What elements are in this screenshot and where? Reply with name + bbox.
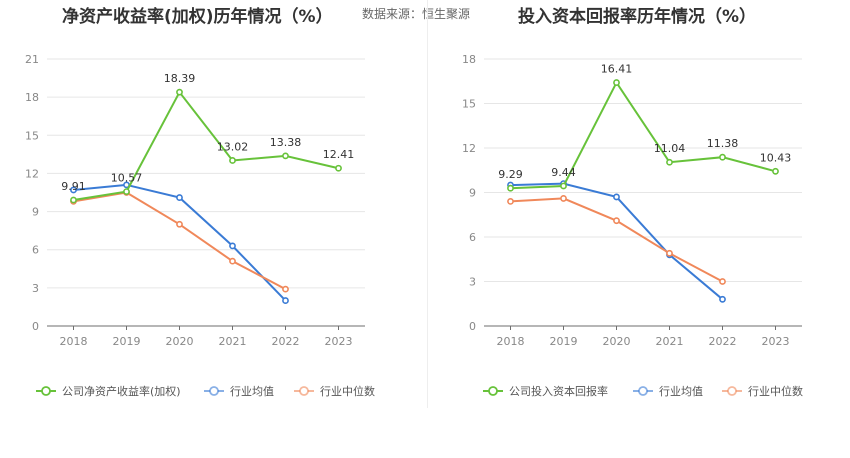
y-tick-label-roic: 3 xyxy=(469,276,476,289)
point-roe-series-2 xyxy=(176,220,183,228)
data-label-roe-series-0: 18.39 xyxy=(164,72,196,85)
legend-label-roe: 行业均值 xyxy=(230,385,274,398)
y-tick-label-roic: 6 xyxy=(469,231,476,244)
line-roic-series-2 xyxy=(510,197,723,283)
point-roic-series-0 xyxy=(719,153,726,161)
point-roe-series-1 xyxy=(282,297,289,304)
data-label-roic-series-0: 9.29 xyxy=(498,168,523,181)
y-tick-label-roe: 3 xyxy=(32,282,39,295)
legend-marker-roe xyxy=(41,386,51,396)
legend-label-roic: 行业均值 xyxy=(659,385,703,398)
point-roic-series-2 xyxy=(507,197,514,205)
legend-label-roe: 行业中位数 xyxy=(320,384,375,398)
data-label-roic-series-0: 9.44 xyxy=(551,166,576,179)
point-roe-series-0 xyxy=(123,188,130,196)
panel-divider xyxy=(427,0,428,408)
point-roic-series-0 xyxy=(666,158,673,166)
point-roe-series-1 xyxy=(176,194,183,201)
legend-label-roic: 公司投入资本回报率 xyxy=(509,384,608,398)
x-tick-label-roic: 2021 xyxy=(656,335,684,348)
data-label-roic-series-0: 11.38 xyxy=(707,137,739,150)
x-tick-label-roic: 2022 xyxy=(709,335,737,348)
y-tick-label-roic: 18 xyxy=(462,53,476,66)
y-tick-label-roe: 0 xyxy=(32,320,39,333)
point-roic-series-0 xyxy=(613,79,620,86)
y-tick-label-roe: 12 xyxy=(25,167,39,180)
line-roe-series-1 xyxy=(73,183,287,302)
data-label-roe-series-0: 10.57 xyxy=(111,172,143,185)
legend-label-roic: 行业中位数 xyxy=(748,384,803,398)
data-label-roe-series-0: 9.91 xyxy=(61,180,86,193)
x-tick-label-roe: 2020 xyxy=(166,335,194,348)
x-tick-label-roic: 2019 xyxy=(550,335,578,348)
y-tick-label-roe: 18 xyxy=(25,91,39,104)
chart-title-roic: 投入资本回报率历年情况（%） xyxy=(518,7,757,27)
x-tick-label-roic: 2018 xyxy=(497,335,525,348)
y-tick-label-roe: 6 xyxy=(32,244,39,257)
chart-title-roe: 净资产收益率(加权)历年情况（%） xyxy=(62,7,333,27)
point-roic-series-2 xyxy=(560,195,567,202)
data-source: 数据来源：恒生聚源 xyxy=(362,7,471,21)
y-tick-label-roe: 9 xyxy=(32,206,39,219)
x-tick-label-roic: 2023 xyxy=(762,335,790,348)
point-roic-series-1 xyxy=(719,295,726,303)
point-roic-series-0 xyxy=(507,184,514,192)
line-roe-series-2 xyxy=(73,191,286,291)
point-roe-series-1 xyxy=(70,186,77,194)
line-roic-series-0 xyxy=(510,80,776,190)
legend-marker-roic xyxy=(727,386,737,396)
legend-label-roe: 公司净资产收益率(加权) xyxy=(62,384,181,398)
point-roe-series-0 xyxy=(282,152,289,160)
data-label-roic-series-0: 10.43 xyxy=(760,151,792,164)
point-roe-series-0 xyxy=(70,196,77,204)
legend-marker-roic xyxy=(488,386,498,396)
point-roic-series-0 xyxy=(560,182,567,190)
legend-marker-roe xyxy=(299,386,309,396)
data-label-roic-series-0: 11.04 xyxy=(654,142,686,155)
point-roe-series-2 xyxy=(229,257,236,265)
x-tick-label-roe: 2022 xyxy=(272,335,300,348)
line-roe-series-0 xyxy=(73,90,339,201)
y-tick-label-roic: 15 xyxy=(462,98,476,111)
point-roic-series-2 xyxy=(666,249,673,257)
point-roe-series-0 xyxy=(176,88,183,96)
y-tick-label-roe: 15 xyxy=(25,129,39,142)
x-tick-label-roe: 2019 xyxy=(113,335,141,348)
y-tick-label-roic: 0 xyxy=(469,320,476,333)
point-roe-series-2 xyxy=(282,285,289,293)
y-tick-label-roic: 12 xyxy=(462,142,476,155)
data-label-roe-series-0: 13.02 xyxy=(217,140,249,153)
data-label-roic-series-0: 16.41 xyxy=(601,63,633,76)
legend-marker-roe xyxy=(209,386,219,396)
x-tick-label-roe: 2023 xyxy=(325,335,353,348)
point-roic-series-0 xyxy=(772,167,779,175)
point-roe-series-1 xyxy=(229,242,236,250)
legend-marker-roic xyxy=(638,386,648,396)
data-label-roe-series-0: 12.41 xyxy=(323,148,355,161)
y-tick-label-roic: 9 xyxy=(469,187,476,200)
data-label-roe-series-0: 13.38 xyxy=(270,136,302,149)
x-tick-label-roic: 2020 xyxy=(603,335,631,348)
y-tick-label-roe: 21 xyxy=(25,53,39,66)
point-roic-series-2 xyxy=(719,278,726,285)
x-tick-label-roe: 2018 xyxy=(60,335,88,348)
point-roe-series-0 xyxy=(229,157,236,164)
point-roic-series-1 xyxy=(613,193,620,201)
point-roic-series-2 xyxy=(613,217,620,225)
point-roe-series-0 xyxy=(335,164,342,172)
x-tick-label-roe: 2021 xyxy=(219,335,247,348)
